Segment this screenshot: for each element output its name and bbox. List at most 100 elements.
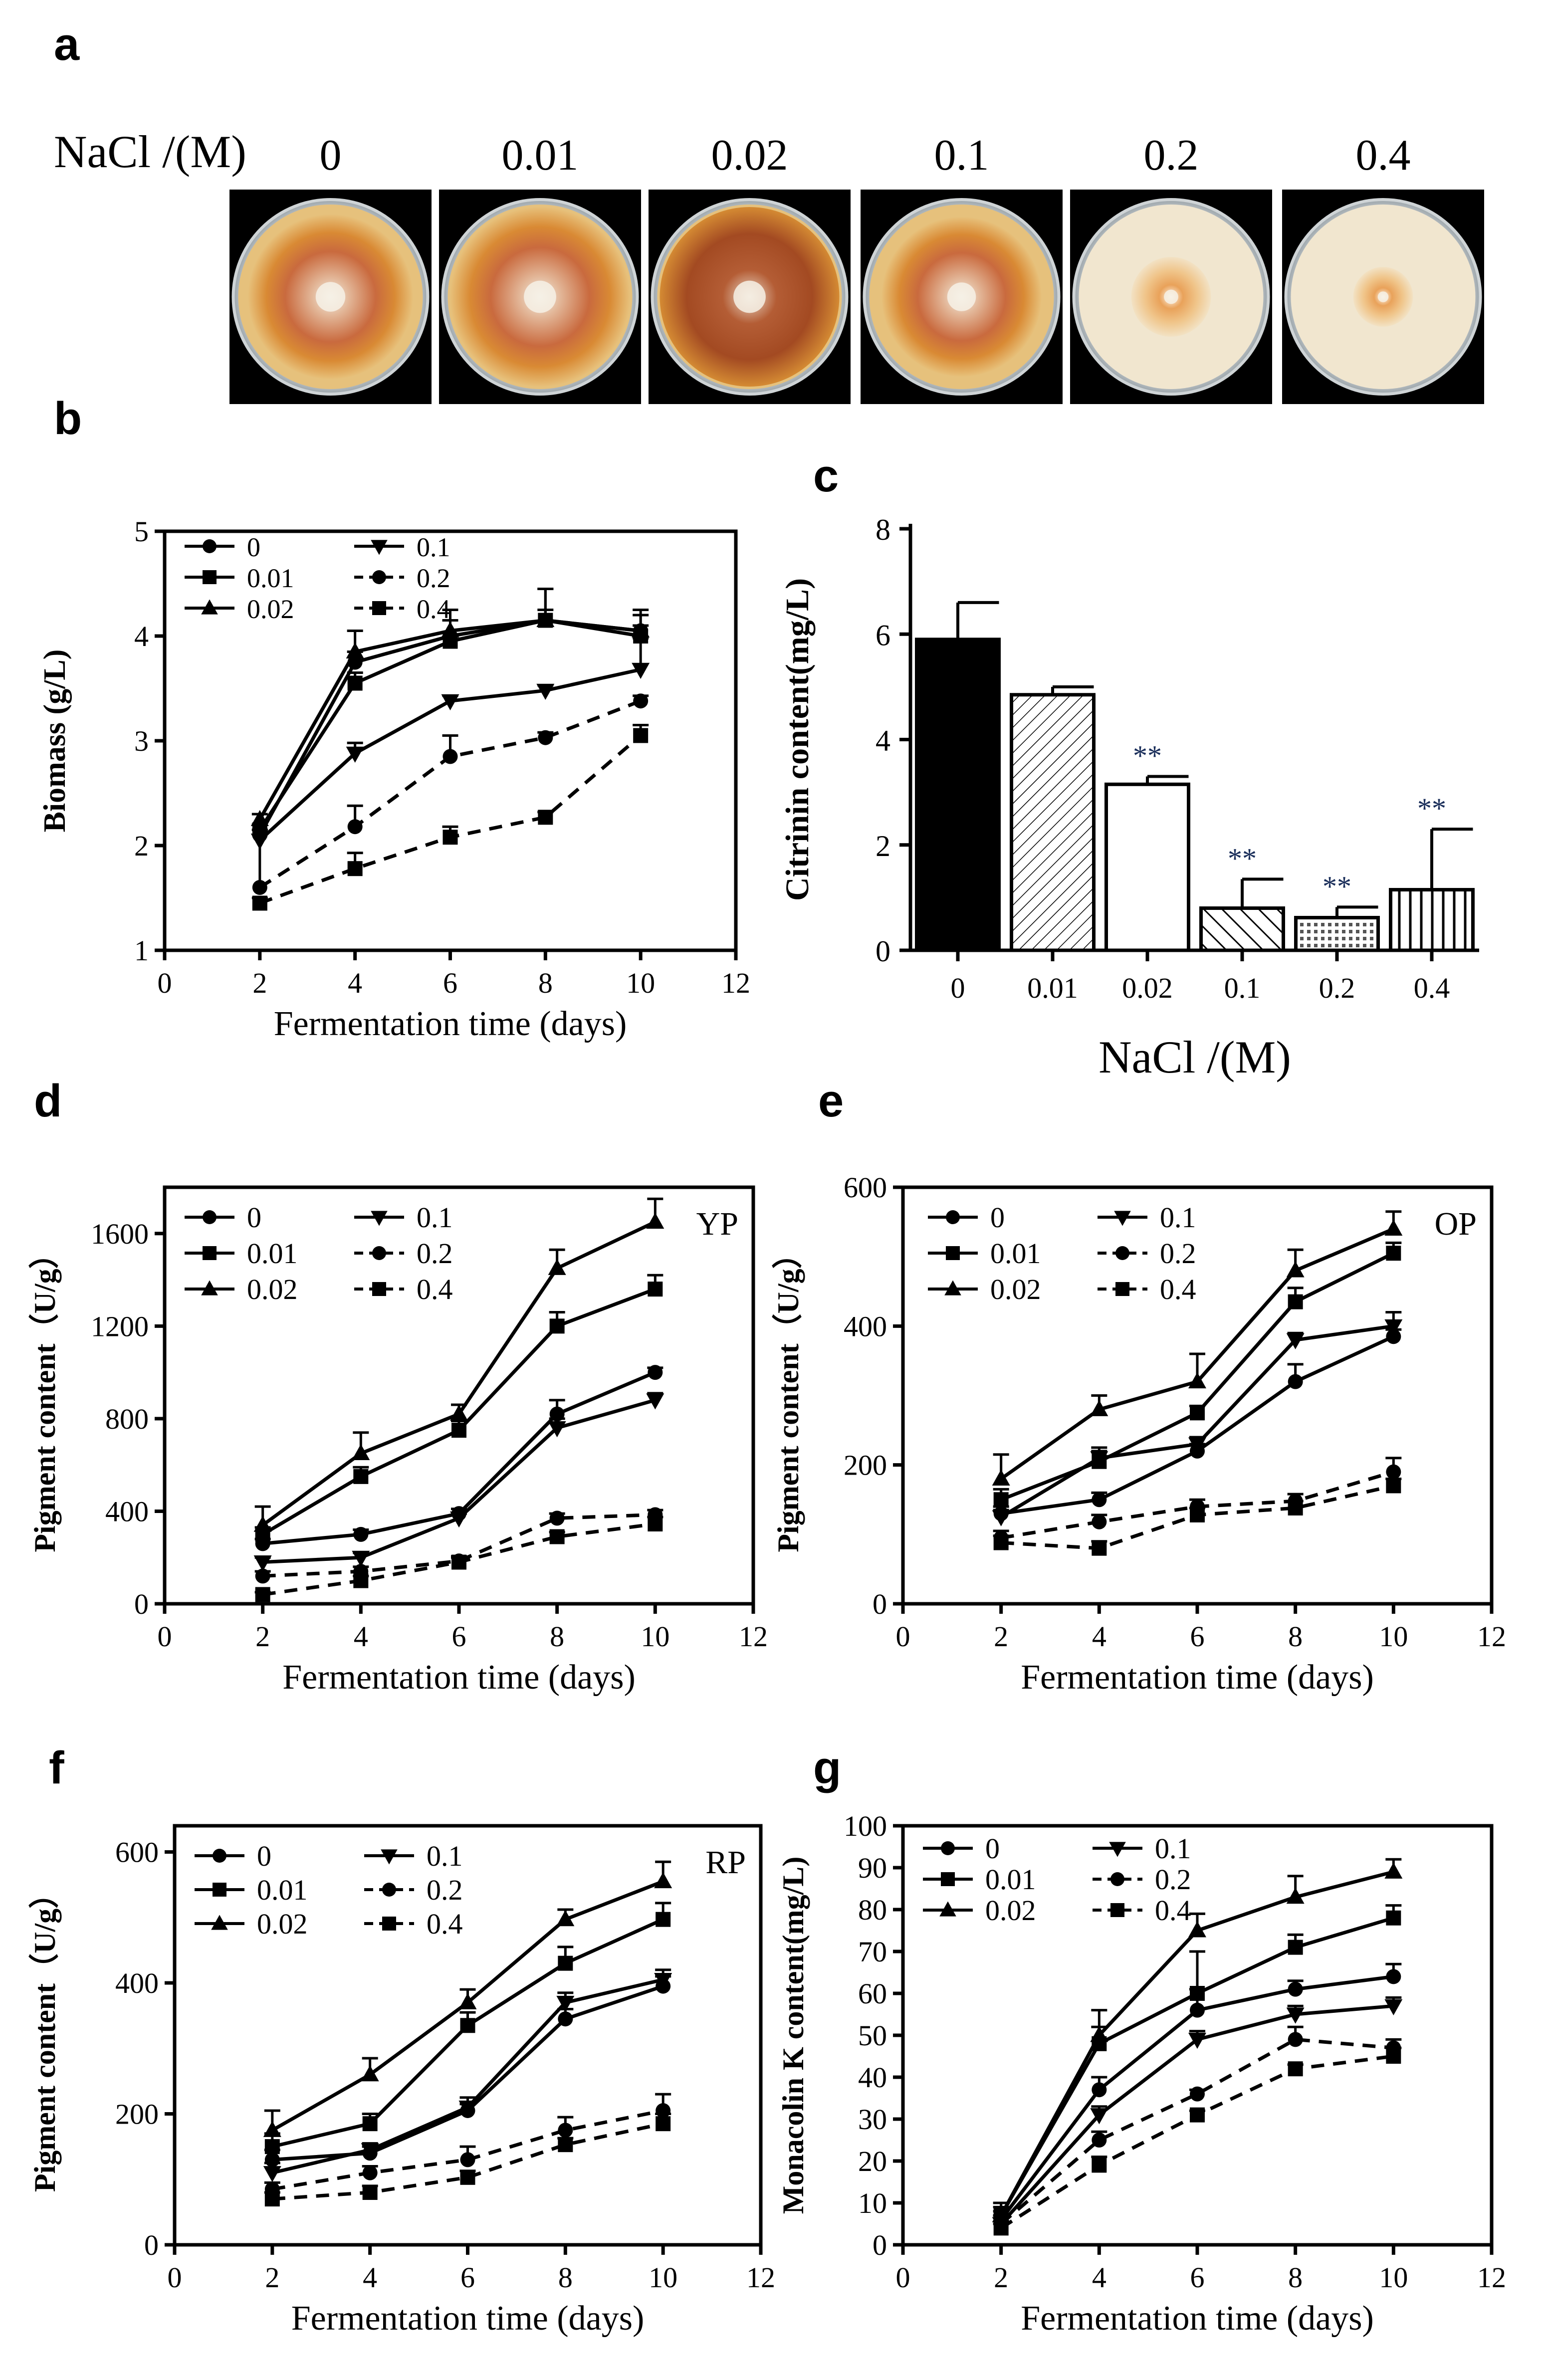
legend-label: 0.01 (257, 1874, 308, 1906)
data-point (1386, 2049, 1401, 2064)
y-tick-label: 200 (844, 1449, 887, 1482)
data-point (1188, 2032, 1206, 2049)
data-point (993, 2220, 1009, 2236)
data-point (556, 1910, 575, 1927)
data-point (1288, 1940, 1303, 1955)
data-point (460, 2169, 475, 2185)
data-point (1090, 2026, 1108, 2042)
data-point (1288, 1981, 1303, 1997)
legend: 00.010.02 0.10.20.4 (185, 532, 450, 624)
x-tick-label: 8 (550, 1620, 564, 1653)
data-point (442, 830, 458, 845)
legend: 00.010.02 0.10.20.4 (185, 1201, 453, 1305)
legend-label: 0.02 (247, 594, 294, 624)
x-tick-label: 10 (649, 2261, 677, 2294)
x-tick-label: 8 (1288, 2261, 1303, 2294)
legend-marker (941, 1841, 955, 1855)
data-point (536, 683, 555, 700)
colony-center-3 (947, 282, 976, 311)
legend-label: 0.2 (417, 563, 450, 593)
data-point (1090, 1400, 1108, 1416)
colony-center-0 (315, 282, 346, 312)
data-point (362, 2116, 378, 2132)
data-point (1190, 2107, 1205, 2123)
colony-center-1 (524, 280, 556, 313)
legend-label: 0.02 (985, 1894, 1036, 1927)
chart-title: RP (705, 1844, 746, 1881)
data-point (549, 1511, 565, 1526)
data-point (549, 1318, 565, 1334)
series-0.4 (264, 2113, 671, 2207)
colony-center-4 (1164, 289, 1178, 304)
y-tick-label: 2 (876, 830, 890, 863)
legend-marker (203, 1210, 217, 1224)
series-0.2 (251, 693, 649, 895)
x-tick-label: 6 (1190, 1620, 1205, 1653)
x-tick-label: 10 (641, 1620, 669, 1653)
data-point (361, 2065, 379, 2082)
x-tick-label: 0 (158, 967, 172, 999)
data-point (1286, 2007, 1305, 2024)
data-point (549, 1529, 565, 1544)
legend-label: 0.1 (1160, 1201, 1196, 1234)
legend-marker (944, 1280, 961, 1296)
x-tick-label: 12 (1477, 2261, 1506, 2294)
x-tick-label: 10 (1379, 2261, 1408, 2294)
series-0.01 (993, 1904, 1402, 2223)
legend-label: 0 (985, 1832, 1000, 1865)
data-point (646, 1212, 664, 1229)
data-point (255, 1587, 270, 1602)
data-point (1188, 1437, 1206, 1454)
series-0.1 (263, 1968, 672, 2182)
legend-marker (372, 601, 386, 615)
y-tick-label: 1600 (91, 1218, 149, 1250)
x-tick-label: 0 (168, 2261, 182, 2294)
legend-label: 0.1 (417, 1201, 453, 1234)
data-point (1090, 2108, 1108, 2125)
data-point (253, 1555, 272, 1572)
y-tick-label: 40 (858, 2061, 887, 2094)
x-tick-label: 6 (1190, 2261, 1205, 2294)
panel-label-a: a (54, 19, 80, 70)
nacl-row-label: NaCl /(M) (54, 126, 246, 177)
data-point (362, 2185, 378, 2200)
data-point (353, 1469, 369, 1484)
data-point (1386, 1969, 1401, 1984)
x-tick-label: 0 (158, 1620, 172, 1653)
panel-label-f: f (49, 1742, 64, 1793)
legend-marker (1115, 1246, 1129, 1260)
significance-label: ** (1228, 842, 1257, 874)
data-point (1092, 2158, 1107, 2173)
plate-label-5: 0.4 (1356, 131, 1411, 180)
data-point (1092, 1514, 1107, 1529)
data-point (1288, 1500, 1303, 1515)
y-tick-label: 4 (876, 724, 890, 757)
bar-0.01 (1010, 693, 1096, 952)
data-point (992, 1469, 1010, 1486)
x-tick-label: 6 (443, 967, 457, 999)
x-tick-label: 0 (896, 2261, 910, 2294)
legend-marker (372, 570, 386, 584)
legend-label: 0.4 (1160, 1273, 1196, 1305)
y-tick-label: 0 (873, 1588, 887, 1620)
data-point (1092, 1540, 1107, 1556)
y-tick-label: 20 (858, 2145, 887, 2177)
data-point (1288, 2032, 1303, 2047)
series-0.4 (254, 1515, 663, 1602)
data-point (263, 2166, 281, 2182)
data-point (654, 1872, 672, 1889)
data-point (1188, 1372, 1206, 1389)
data-point (1092, 2082, 1107, 2098)
data-point (538, 730, 553, 745)
legend-label: 0.2 (427, 1874, 463, 1906)
data-point (353, 1526, 369, 1542)
data-point (648, 1516, 663, 1531)
series-line (258, 618, 641, 836)
panel-label-c: c (813, 450, 839, 501)
y-tick-label: 6 (876, 619, 890, 651)
y-tick-label: 3 (134, 725, 149, 757)
y-tick-label: 800 (105, 1403, 149, 1435)
x-tick-label: 0.2 (1319, 972, 1355, 1004)
series-line (262, 1513, 656, 1578)
